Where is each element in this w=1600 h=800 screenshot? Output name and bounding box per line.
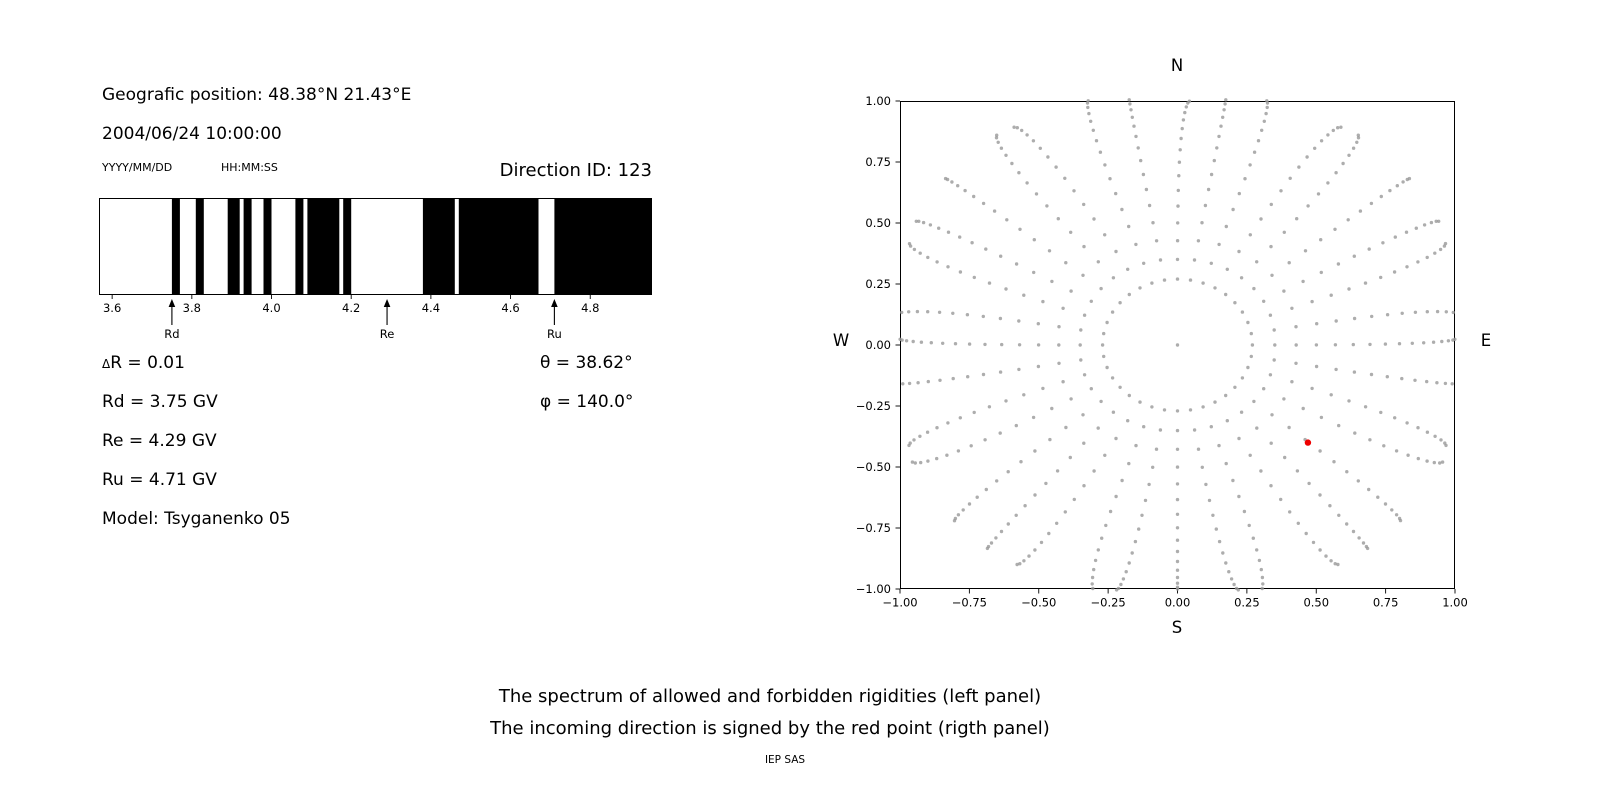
svg-text:0.00: 0.00 (1165, 596, 1191, 610)
svg-text:3.6: 3.6 (103, 301, 121, 315)
delta-r-text: ΔR = 0.01 (102, 353, 185, 373)
svg-text:1.00: 1.00 (865, 94, 891, 108)
forbidden-band (263, 198, 272, 295)
marker-label-re: Re (380, 327, 395, 341)
svg-text:4.2: 4.2 (342, 301, 360, 315)
forbidden-band (195, 198, 204, 295)
svg-text:4.8: 4.8 (581, 301, 599, 315)
marker-label-ru: Ru (547, 327, 562, 341)
direction-scatter-chart: −1.00 −0.75 −0.50 −0.25 0.00 0.25 0.50 0.75 1.00… (856, 94, 1468, 610)
svg-text:0.00: 0.00 (865, 338, 891, 352)
delta-icon: Δ (102, 357, 111, 371)
svg-text:4.0: 4.0 (262, 301, 280, 315)
time-format-label: HH:MM:SS (221, 161, 278, 174)
compass-north-label: N (1170, 56, 1184, 75)
svg-text:−0.50: −0.50 (1021, 596, 1056, 610)
incoming-direction-red-point (1304, 439, 1312, 446)
svg-text:−0.25: −0.25 (1091, 596, 1126, 610)
compass-west-label: W (832, 331, 850, 350)
forbidden-band (307, 198, 340, 295)
delta-r-value: R = 0.01 (110, 353, 185, 373)
svg-text:−0.75: −0.75 (952, 596, 987, 610)
svg-text:0.25: 0.25 (865, 277, 891, 291)
svg-text:4.6: 4.6 (501, 301, 519, 315)
svg-text:0.50: 0.50 (1303, 596, 1329, 610)
svg-text:−1.00: −1.00 (856, 582, 891, 596)
compass-south-label: S (1171, 618, 1183, 637)
forbidden-band (295, 198, 304, 295)
svg-text:0.75: 0.75 (1373, 596, 1399, 610)
rd-text: Rd = 3.75 GV (102, 392, 218, 412)
svg-text:−0.25: −0.25 (856, 399, 891, 413)
forbidden-band (422, 198, 455, 295)
rigidity-spectrum-chart: 3.6 3.8 4.0 4.2 4.4 4.6 4.8 Rd Re Ru (99, 198, 652, 341)
ru-text: Ru = 4.71 GV (102, 470, 217, 490)
svg-text:−0.75: −0.75 (856, 521, 891, 535)
marker-label-rd: Rd (164, 327, 179, 341)
credit-text: IEP SAS (764, 754, 806, 766)
theta-text: θ = 38.62° (540, 353, 633, 373)
forbidden-band (554, 198, 652, 295)
geo-position-text: Geografic position: 48.38°N 21.43°E (102, 85, 412, 105)
forbidden-band (171, 198, 180, 295)
forbidden-band (243, 198, 252, 295)
datetime-text: 2004/06/24 10:00:00 (102, 124, 282, 144)
spectrum-frame (99, 198, 652, 295)
forbidden-band (227, 198, 240, 295)
svg-text:0.75: 0.75 (865, 155, 891, 169)
svg-text:0.25: 0.25 (1234, 596, 1260, 610)
phi-text: φ = 140.0° (540, 392, 634, 412)
caption-line-2: The incoming direction is signed by the … (490, 718, 1050, 739)
date-format-label: YYYY/MM/DD (102, 161, 173, 174)
svg-text:0.50: 0.50 (865, 216, 891, 230)
direction-id-text: Direction ID: 123 (499, 160, 652, 181)
compass-east-label: E (1480, 331, 1492, 350)
svg-text:4.4: 4.4 (422, 301, 440, 315)
re-text: Re = 4.29 GV (102, 431, 217, 451)
forbidden-band (458, 198, 539, 295)
forbidden-band (343, 198, 352, 295)
svg-text:1.00: 1.00 (1442, 596, 1468, 610)
model-text: Model: Tsyganenko 05 (102, 509, 291, 529)
svg-text:3.8: 3.8 (183, 301, 201, 315)
svg-text:−1.00: −1.00 (882, 596, 917, 610)
caption-line-1: The spectrum of allowed and forbidden ri… (498, 686, 1042, 707)
svg-text:−0.50: −0.50 (856, 460, 891, 474)
